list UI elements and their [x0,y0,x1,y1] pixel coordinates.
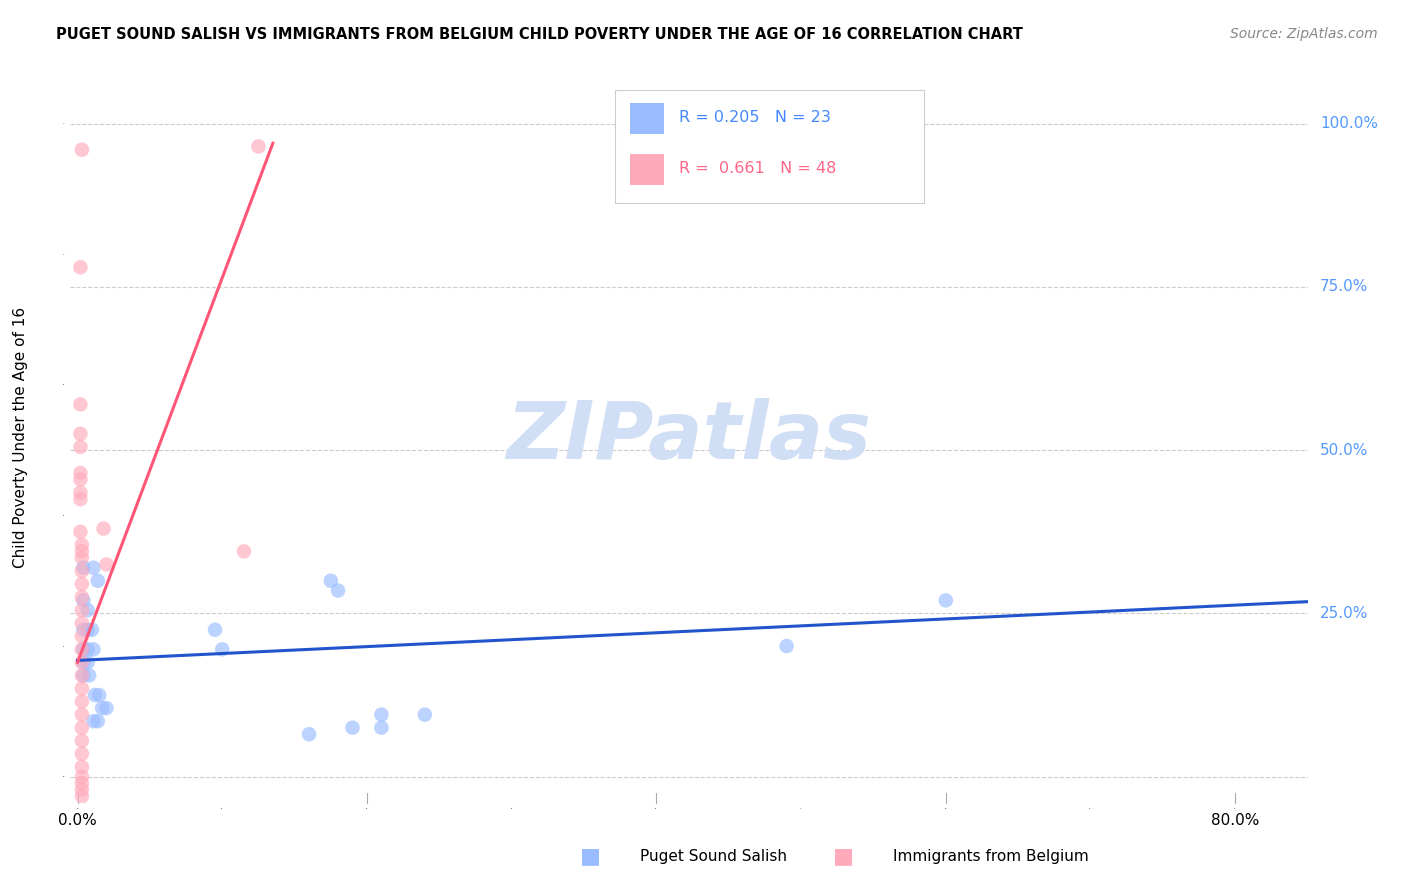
Point [70,733,93,747]
Point [89,688,111,702]
Text: 75.0%: 75.0% [1320,279,1368,294]
Point [342,721,364,735]
Point [70,603,93,617]
Point [76,623,98,637]
Point [319,574,342,588]
Point [70,776,93,790]
Point [83,688,105,702]
Point [204,623,226,637]
Point [91,701,114,715]
Point [82,642,104,657]
Point [69,492,91,507]
Point [69,524,91,539]
Point [87,714,110,728]
Point [82,714,104,728]
Point [93,521,115,535]
Text: 50.0%: 50.0% [1320,442,1368,458]
Point [82,560,104,574]
Point [77,668,100,682]
Point [935,593,957,607]
Point [70,577,93,591]
Text: Source: ZipAtlas.com: Source: ZipAtlas.com [1230,27,1378,41]
Point [72,656,94,670]
Point [70,782,93,797]
Point [69,473,91,487]
Point [76,642,98,657]
Point [70,695,93,709]
Point [70,564,93,578]
Point [70,629,93,643]
Point [247,139,270,153]
Point [87,574,110,588]
Text: Puget Sound Salish: Puget Sound Salish [640,849,787,863]
Point [70,590,93,604]
Point [70,747,93,761]
Text: R =  0.661   N = 48: R = 0.661 N = 48 [679,161,837,176]
Point [70,143,93,157]
Point [370,721,392,735]
Point [70,789,93,804]
Point [298,727,321,741]
Text: PUGET SOUND SALISH VS IMMIGRANTS FROM BELGIUM CHILD POVERTY UNDER THE AGE OF 16 : PUGET SOUND SALISH VS IMMIGRANTS FROM BE… [56,27,1024,42]
Text: ■: ■ [581,847,600,866]
Text: ZIPatlas: ZIPatlas [506,398,872,476]
Point [69,397,91,411]
FancyBboxPatch shape [614,90,924,203]
Point [70,544,93,558]
Point [775,639,797,653]
Text: 25.0%: 25.0% [1320,606,1368,621]
Point [413,707,436,722]
Bar [630,154,664,185]
Point [72,560,94,574]
Point [69,260,91,275]
Point [211,642,233,657]
Point [69,466,91,480]
Point [70,668,93,682]
Point [70,616,93,631]
Point [69,440,91,454]
Point [70,770,93,784]
Point [72,668,94,682]
Point [72,623,94,637]
Point [233,544,256,558]
Text: R = 0.205   N = 23: R = 0.205 N = 23 [679,110,831,125]
Point [76,603,98,617]
Point [70,681,93,696]
Point [70,550,93,565]
Text: 80.0%: 80.0% [1211,813,1260,828]
Text: 100.0%: 100.0% [1320,116,1378,131]
Point [96,558,118,572]
Point [80,623,103,637]
Point [70,721,93,735]
Point [70,538,93,552]
Point [370,707,392,722]
Point [326,583,349,598]
Point [69,485,91,500]
Point [76,656,98,670]
Point [70,656,93,670]
Point [70,707,93,722]
Text: ■: ■ [834,847,853,866]
Point [69,426,91,441]
Point [96,701,118,715]
Point [72,642,94,657]
Point [70,760,93,774]
Point [70,642,93,657]
Point [72,593,94,607]
Text: Immigrants from Belgium: Immigrants from Belgium [893,849,1088,863]
Text: Child Poverty Under the Age of 16: Child Poverty Under the Age of 16 [13,307,28,567]
Text: 0.0%: 0.0% [58,813,97,828]
Bar [630,103,664,134]
